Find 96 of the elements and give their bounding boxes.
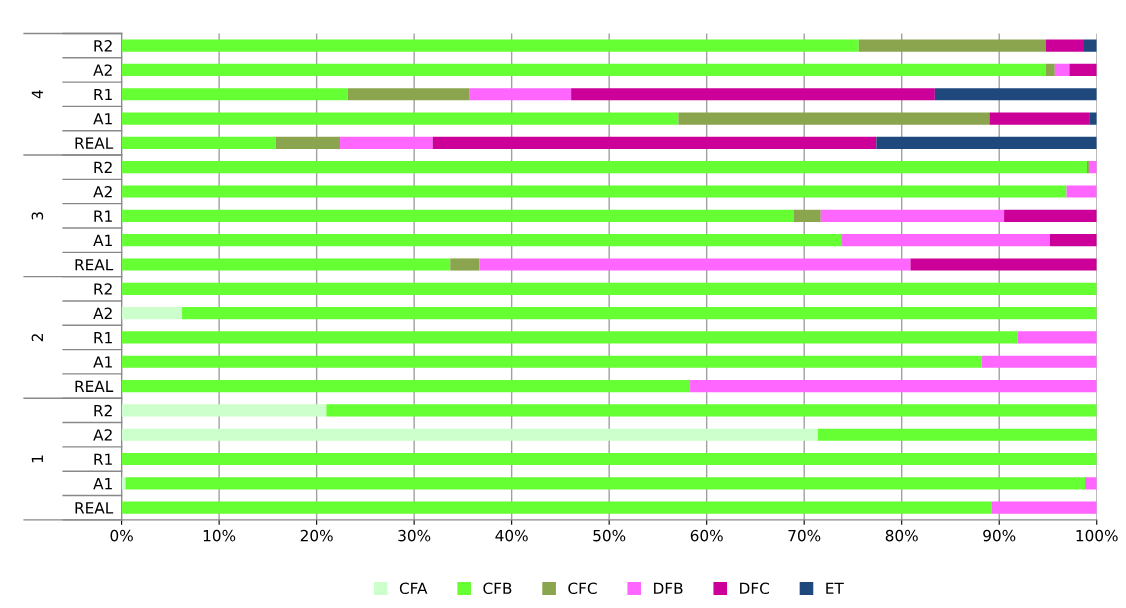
bar (182, 307, 1097, 320)
text: 2 (31, 334, 43, 342)
bar (1046, 39, 1084, 52)
bar (121, 355, 982, 368)
y-tick-label: R1 (94, 88, 112, 101)
x-tick-label: 80% (885, 529, 918, 542)
y-tick-label: R2 (94, 161, 112, 173)
bar (121, 452, 1097, 466)
y-tick-label: R1 (94, 453, 112, 465)
y-tick-label: REAL (75, 502, 114, 514)
x-tick-label: 70% (788, 529, 821, 542)
bar (1066, 185, 1097, 198)
bar (340, 136, 433, 149)
bar (820, 209, 1005, 222)
text: 3 (31, 212, 44, 220)
bar (121, 112, 679, 125)
y-tick-label: R2 (94, 404, 112, 417)
bar (121, 331, 1018, 344)
bar (347, 88, 470, 101)
y-tick-label: A1 (93, 234, 112, 246)
bar (121, 404, 327, 417)
bar (121, 501, 992, 514)
bar (479, 258, 911, 271)
text: 4 (31, 90, 43, 99)
bar (981, 355, 1097, 368)
bar (121, 185, 1067, 198)
x-tick-label: 40% (495, 529, 528, 542)
x-tick-label: 90% (983, 529, 1016, 542)
bar (1054, 63, 1070, 76)
bar (121, 282, 1097, 295)
legend-label: ET (826, 582, 844, 594)
bar (432, 136, 877, 149)
x-tick-label: 60% (690, 529, 723, 542)
y-tick-label: A2 (93, 307, 112, 319)
y-tick-label: R1 (94, 210, 112, 222)
y-tick-label: A1 (93, 113, 112, 125)
legend-label: CFC (568, 582, 597, 595)
bar (121, 161, 1087, 174)
bar (1089, 112, 1097, 125)
text: 1 (31, 455, 43, 463)
bar (841, 234, 1050, 247)
x-tick-label: 10% (203, 529, 236, 542)
bar (1046, 63, 1055, 76)
bar (690, 380, 1097, 393)
legend-label: CFB (483, 582, 512, 595)
bar (817, 428, 1097, 441)
y-tick-label: REAL (75, 137, 114, 149)
y-tick-label: REAL (75, 259, 114, 271)
bar (275, 136, 341, 149)
y-tick-label: R1 (94, 332, 112, 344)
bar (125, 477, 1086, 490)
bar (121, 380, 691, 393)
x-tick-label: 0% (110, 529, 133, 542)
x-tick-label: 50% (593, 529, 626, 542)
bar (121, 234, 842, 247)
bar (121, 258, 451, 271)
bar (571, 88, 935, 101)
x-tick-label: 30% (398, 529, 431, 542)
bar (121, 39, 859, 52)
bar (793, 209, 821, 222)
bar (858, 39, 1047, 52)
x-tick-label: 100% (1076, 529, 1118, 542)
y-tick-label: A2 (93, 64, 112, 76)
bar (1017, 331, 1097, 344)
y-tick-label: R2 (94, 40, 112, 52)
bar (910, 258, 1097, 271)
bar (991, 501, 1097, 514)
bar (989, 112, 1090, 125)
y-tick-label: R2 (94, 283, 112, 295)
bar (121, 477, 126, 490)
bar (121, 307, 183, 320)
bar (1085, 477, 1097, 490)
bar (1083, 39, 1097, 52)
bar (121, 136, 276, 149)
bar (121, 88, 348, 101)
bar (1004, 209, 1097, 222)
bar (469, 88, 572, 101)
x-tick-label: 20% (300, 529, 333, 542)
bar (876, 136, 1097, 149)
y-tick-label: A2 (93, 429, 112, 441)
bar (121, 428, 818, 441)
y-tick-label: A1 (93, 356, 112, 368)
bar (678, 112, 990, 125)
y-tick-label: A1 (93, 478, 112, 490)
bar (1049, 234, 1097, 247)
bar (121, 63, 1047, 76)
bar (450, 258, 480, 271)
y-tick-label: REAL (75, 380, 114, 392)
bar (1069, 63, 1097, 76)
legend-label: DFB (654, 582, 683, 594)
bar (934, 88, 1097, 101)
bar (326, 404, 1097, 417)
y-tick-label: A2 (93, 185, 112, 198)
legend-label: CFA (399, 582, 428, 595)
bar (121, 209, 794, 222)
legend-label: DFC (740, 582, 769, 595)
